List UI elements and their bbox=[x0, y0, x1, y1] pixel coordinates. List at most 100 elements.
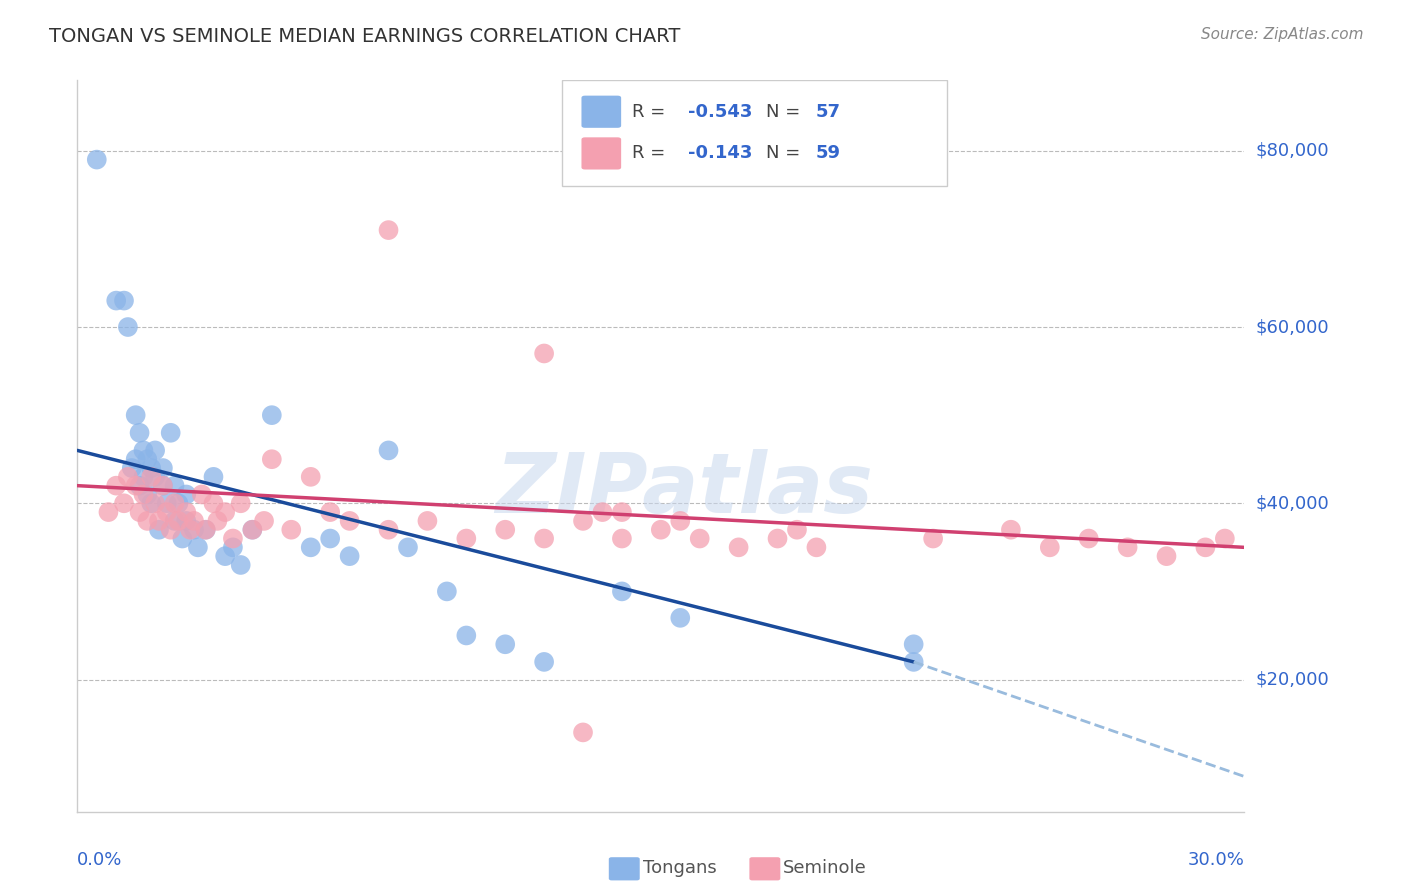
Point bbox=[136, 487, 159, 501]
Point bbox=[786, 523, 808, 537]
Point bbox=[377, 523, 399, 537]
Point bbox=[806, 541, 828, 555]
Point bbox=[214, 549, 236, 563]
Point bbox=[214, 505, 236, 519]
Point bbox=[152, 478, 174, 492]
Text: Seminole: Seminole bbox=[783, 859, 868, 877]
Point bbox=[494, 637, 516, 651]
Point bbox=[163, 514, 186, 528]
Text: R =: R = bbox=[631, 103, 671, 120]
Point bbox=[377, 223, 399, 237]
Point bbox=[159, 425, 181, 440]
Point bbox=[1000, 523, 1022, 537]
Point bbox=[174, 514, 197, 528]
Point bbox=[592, 505, 614, 519]
Point bbox=[903, 637, 925, 651]
Point bbox=[105, 478, 128, 492]
Point bbox=[172, 532, 194, 546]
Point bbox=[669, 611, 692, 625]
Point bbox=[117, 470, 139, 484]
Point bbox=[121, 461, 143, 475]
Point bbox=[174, 487, 197, 501]
Point bbox=[260, 452, 283, 467]
Point bbox=[148, 523, 170, 537]
Point bbox=[299, 541, 322, 555]
Point bbox=[727, 541, 749, 555]
Point bbox=[163, 478, 186, 492]
Point bbox=[533, 655, 555, 669]
Point bbox=[183, 514, 205, 528]
Point bbox=[229, 558, 252, 572]
Point bbox=[128, 505, 150, 519]
Point bbox=[1213, 532, 1236, 546]
Point bbox=[174, 505, 197, 519]
Point bbox=[242, 523, 264, 537]
Point bbox=[141, 496, 163, 510]
Point bbox=[132, 470, 155, 484]
Point bbox=[280, 523, 302, 537]
Point bbox=[136, 514, 159, 528]
Point bbox=[339, 514, 361, 528]
Point bbox=[143, 443, 166, 458]
Point bbox=[152, 478, 174, 492]
Point bbox=[167, 496, 190, 510]
Point bbox=[112, 293, 135, 308]
Text: R =: R = bbox=[631, 145, 671, 162]
Point bbox=[156, 496, 179, 510]
Point bbox=[222, 541, 245, 555]
Point bbox=[187, 541, 209, 555]
Text: $60,000: $60,000 bbox=[1256, 318, 1330, 336]
Point bbox=[183, 523, 205, 537]
Point bbox=[202, 470, 225, 484]
Point bbox=[132, 487, 155, 501]
Point bbox=[97, 505, 120, 519]
Text: TONGAN VS SEMINOLE MEDIAN EARNINGS CORRELATION CHART: TONGAN VS SEMINOLE MEDIAN EARNINGS CORRE… bbox=[49, 27, 681, 45]
Point bbox=[222, 532, 245, 546]
Point bbox=[766, 532, 789, 546]
Point bbox=[141, 461, 163, 475]
Point bbox=[339, 549, 361, 563]
Point bbox=[207, 514, 229, 528]
Point bbox=[124, 478, 148, 492]
Point bbox=[86, 153, 108, 167]
Point bbox=[260, 408, 283, 422]
Point bbox=[533, 346, 555, 360]
Point bbox=[152, 461, 174, 475]
Text: -0.143: -0.143 bbox=[688, 145, 752, 162]
Point bbox=[377, 443, 399, 458]
Text: $20,000: $20,000 bbox=[1256, 671, 1330, 689]
Text: ZIPatlas: ZIPatlas bbox=[495, 450, 873, 531]
Point bbox=[456, 628, 478, 642]
Point bbox=[572, 725, 595, 739]
Point bbox=[1077, 532, 1099, 546]
Text: 0.0%: 0.0% bbox=[77, 851, 122, 870]
Text: $80,000: $80,000 bbox=[1256, 142, 1330, 160]
Point bbox=[191, 487, 214, 501]
Point bbox=[141, 470, 163, 484]
Point bbox=[319, 532, 342, 546]
Point bbox=[202, 496, 225, 510]
Point bbox=[167, 514, 190, 528]
Point bbox=[124, 452, 148, 467]
Point bbox=[689, 532, 711, 546]
Point bbox=[194, 523, 217, 537]
Point bbox=[319, 505, 342, 519]
Point bbox=[194, 523, 217, 537]
Point bbox=[1156, 549, 1178, 563]
Point bbox=[610, 584, 633, 599]
Point bbox=[922, 532, 945, 546]
Point bbox=[105, 293, 128, 308]
Point bbox=[572, 514, 595, 528]
Text: Source: ZipAtlas.com: Source: ZipAtlas.com bbox=[1201, 27, 1364, 42]
Point bbox=[416, 514, 439, 528]
Point bbox=[610, 532, 633, 546]
Point bbox=[128, 425, 150, 440]
Point bbox=[436, 584, 458, 599]
Point bbox=[117, 320, 139, 334]
Point bbox=[1039, 541, 1062, 555]
Point bbox=[159, 523, 181, 537]
Text: N =: N = bbox=[766, 145, 806, 162]
Point bbox=[156, 505, 179, 519]
Point bbox=[669, 514, 692, 528]
Point bbox=[610, 505, 633, 519]
